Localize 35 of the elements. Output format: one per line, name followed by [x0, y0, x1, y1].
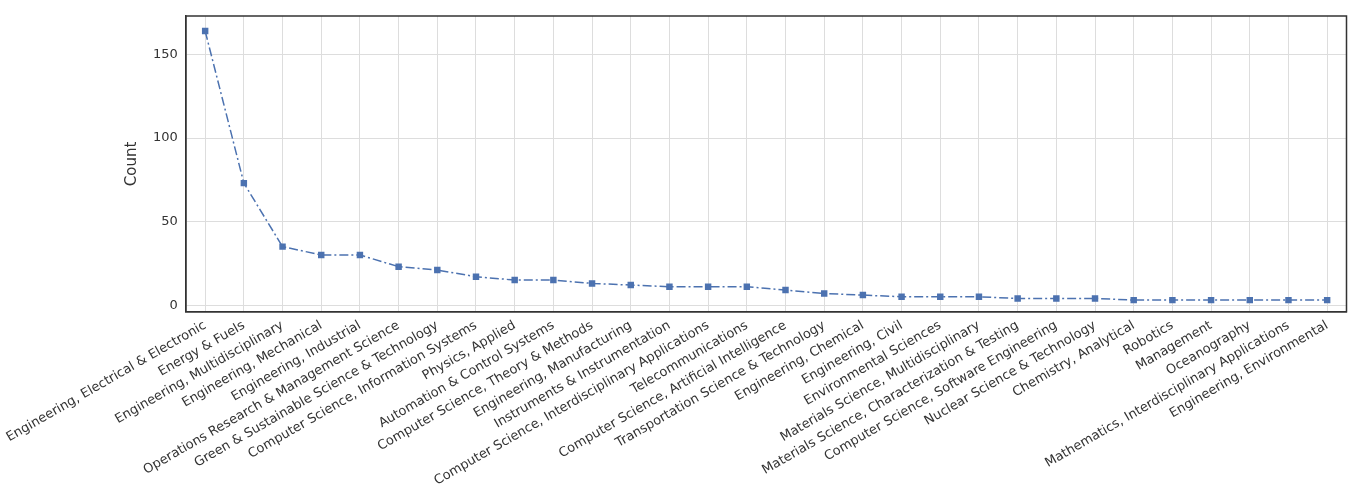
- point: [472, 273, 480, 280]
- point: [743, 283, 751, 290]
- point: [434, 266, 441, 274]
- point: [318, 251, 325, 259]
- point: [550, 276, 557, 284]
- y-tick-label: 0: [169, 296, 178, 312]
- point: [1014, 295, 1021, 302]
- y-tick-label: 150: [152, 45, 178, 61]
- point: [666, 283, 673, 290]
- point: [356, 251, 364, 259]
- point: [588, 280, 596, 287]
- point: [975, 293, 983, 300]
- point: [859, 291, 867, 299]
- point: [201, 27, 209, 35]
- point: [898, 293, 905, 300]
- point: [1285, 296, 1292, 304]
- point: [782, 286, 789, 294]
- point: [704, 283, 712, 290]
- point: [1130, 296, 1137, 304]
- point: [1207, 296, 1215, 304]
- point: [1091, 295, 1099, 302]
- point: [1169, 296, 1176, 304]
- point: [395, 263, 402, 270]
- point: [820, 290, 828, 297]
- y-tick-label: 100: [152, 129, 178, 145]
- point: [1246, 296, 1253, 304]
- point: [1053, 295, 1060, 302]
- point: [1323, 296, 1331, 304]
- point: [627, 281, 634, 289]
- point: [240, 179, 248, 187]
- y-axis-title: Count: [121, 141, 140, 187]
- point: [937, 293, 944, 300]
- point: [511, 276, 518, 284]
- point: [279, 243, 286, 250]
- y-tick-label: 50: [161, 212, 178, 228]
